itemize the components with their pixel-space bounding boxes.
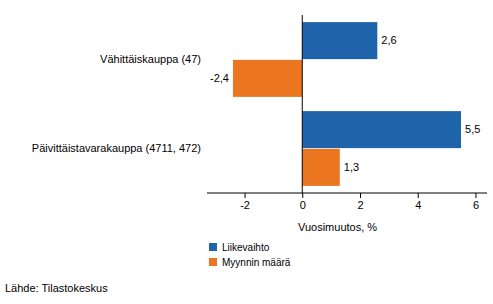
category-label: Päivittäistavarakauppa (4711, 472) — [32, 142, 201, 154]
tick-label: -2 — [240, 199, 250, 211]
tick-label: 6 — [473, 199, 479, 211]
tick: 2 — [357, 193, 363, 211]
tick-mark — [418, 193, 419, 198]
bar — [302, 149, 340, 186]
bar — [233, 60, 302, 97]
category-label: Vähittäiskauppa (47) — [100, 53, 201, 65]
legend-label: Liikevaihto — [222, 242, 270, 253]
legend-label: Myynnin määrä — [222, 257, 291, 268]
data-label: 5,5 — [465, 123, 480, 135]
tick-label: 2 — [357, 199, 363, 211]
tick: 4 — [415, 193, 421, 211]
tick-label: 0 — [300, 199, 306, 211]
tick-mark — [475, 193, 476, 198]
tick-label: 4 — [415, 199, 421, 211]
tick-mark — [360, 193, 361, 198]
bars — [233, 22, 461, 186]
data-label: 2,6 — [381, 34, 396, 46]
tick: 0 — [300, 193, 306, 211]
data-label: 1,3 — [344, 161, 359, 173]
y-axis: Vähittäiskauppa (47) Päivittäistavarakaup… — [32, 53, 201, 154]
tick-mark — [245, 193, 246, 198]
tick-mark — [302, 193, 303, 198]
legend-swatch — [209, 243, 217, 251]
chart: 2,6 5,5 -2,4 1,3 Vähittäiskauppa (47) Päivitt… — [0, 0, 493, 304]
axis-title: Vuosimuutos, % — [298, 221, 377, 233]
tick: 6 — [473, 193, 479, 211]
legend-swatch — [209, 258, 217, 266]
source: Lähde: Tilastokeskus — [5, 282, 108, 294]
zero-line — [302, 15, 303, 193]
legend: Liikevaihto Myynnin määrä — [209, 242, 291, 268]
data-label: -2,4 — [210, 72, 229, 84]
bar — [302, 111, 461, 148]
bar — [302, 22, 377, 59]
x-axis: -2 0 2 4 6 — [207, 193, 487, 211]
tick: -2 — [240, 193, 250, 211]
data-labels: 2,6 5,5 -2,4 1,3 — [210, 34, 480, 173]
axis-line — [207, 193, 487, 194]
